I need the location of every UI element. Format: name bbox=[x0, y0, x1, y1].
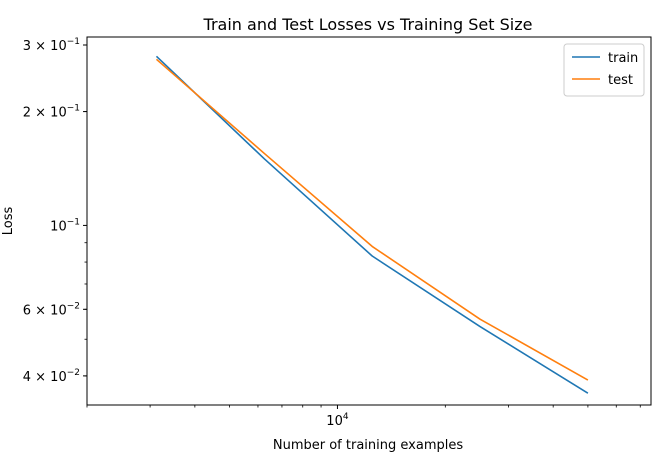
y-tick-label-1: 2 × 10−1 bbox=[23, 104, 80, 121]
legend-label-train: train bbox=[608, 51, 638, 66]
series-line-test bbox=[155, 58, 589, 381]
y-tick-label-2: 10−1 bbox=[50, 217, 80, 234]
plot-area bbox=[86, 36, 652, 406]
legend-label-test: test bbox=[608, 73, 633, 88]
x-tick-label-0: 104 bbox=[326, 412, 349, 429]
y-tick-label-0: 3 × 10−1 bbox=[23, 37, 80, 54]
y-axis-label: Loss bbox=[1, 207, 16, 236]
legend: train test bbox=[563, 43, 645, 97]
y-tick-label-4: 4 × 10−2 bbox=[23, 368, 80, 385]
series-line-train bbox=[155, 55, 589, 394]
chart-title: Train and Test Losses vs Training Set Si… bbox=[203, 15, 533, 34]
major-ticks: 104 3 × 10−1 2 × 10−1 10−1 6 × 10−2 4 × 10−2 bbox=[23, 37, 349, 429]
data-lines bbox=[155, 55, 589, 394]
x-axis-label: Number of training examples bbox=[273, 438, 463, 453]
y-tick-label-3: 6 × 10−2 bbox=[23, 301, 80, 318]
